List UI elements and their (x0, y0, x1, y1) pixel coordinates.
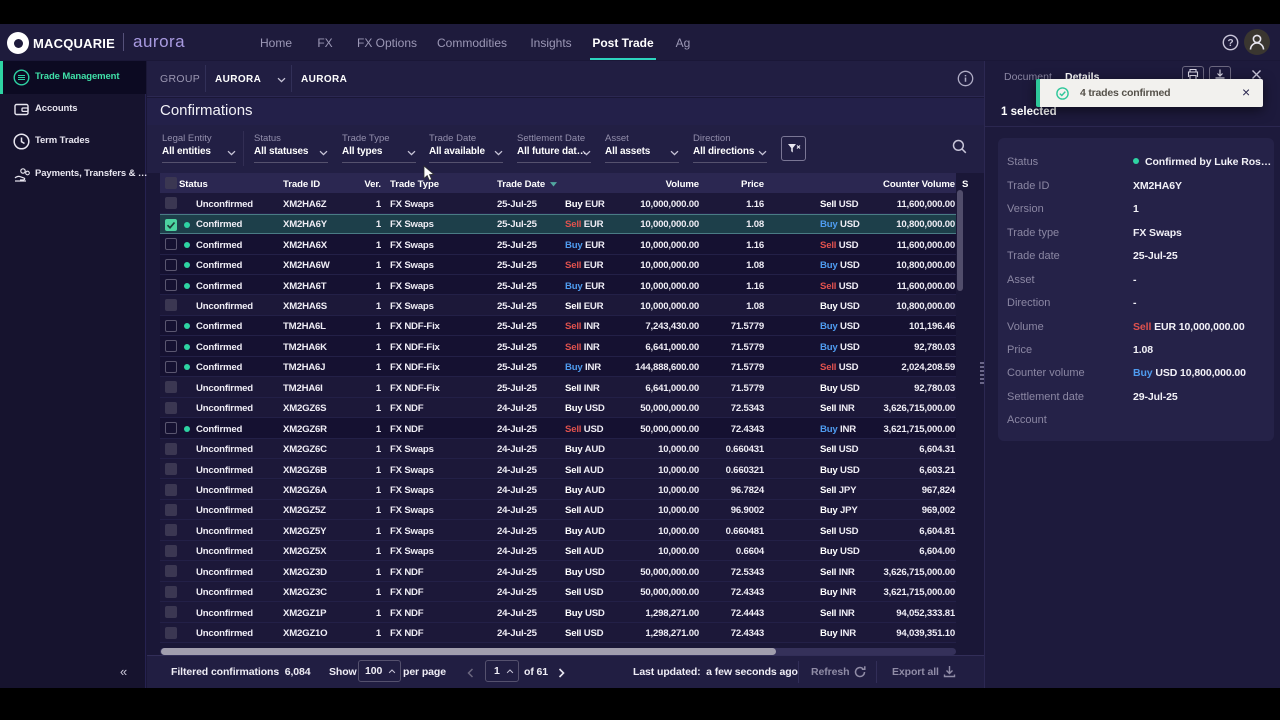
svg-text:?: ? (1227, 38, 1233, 49)
